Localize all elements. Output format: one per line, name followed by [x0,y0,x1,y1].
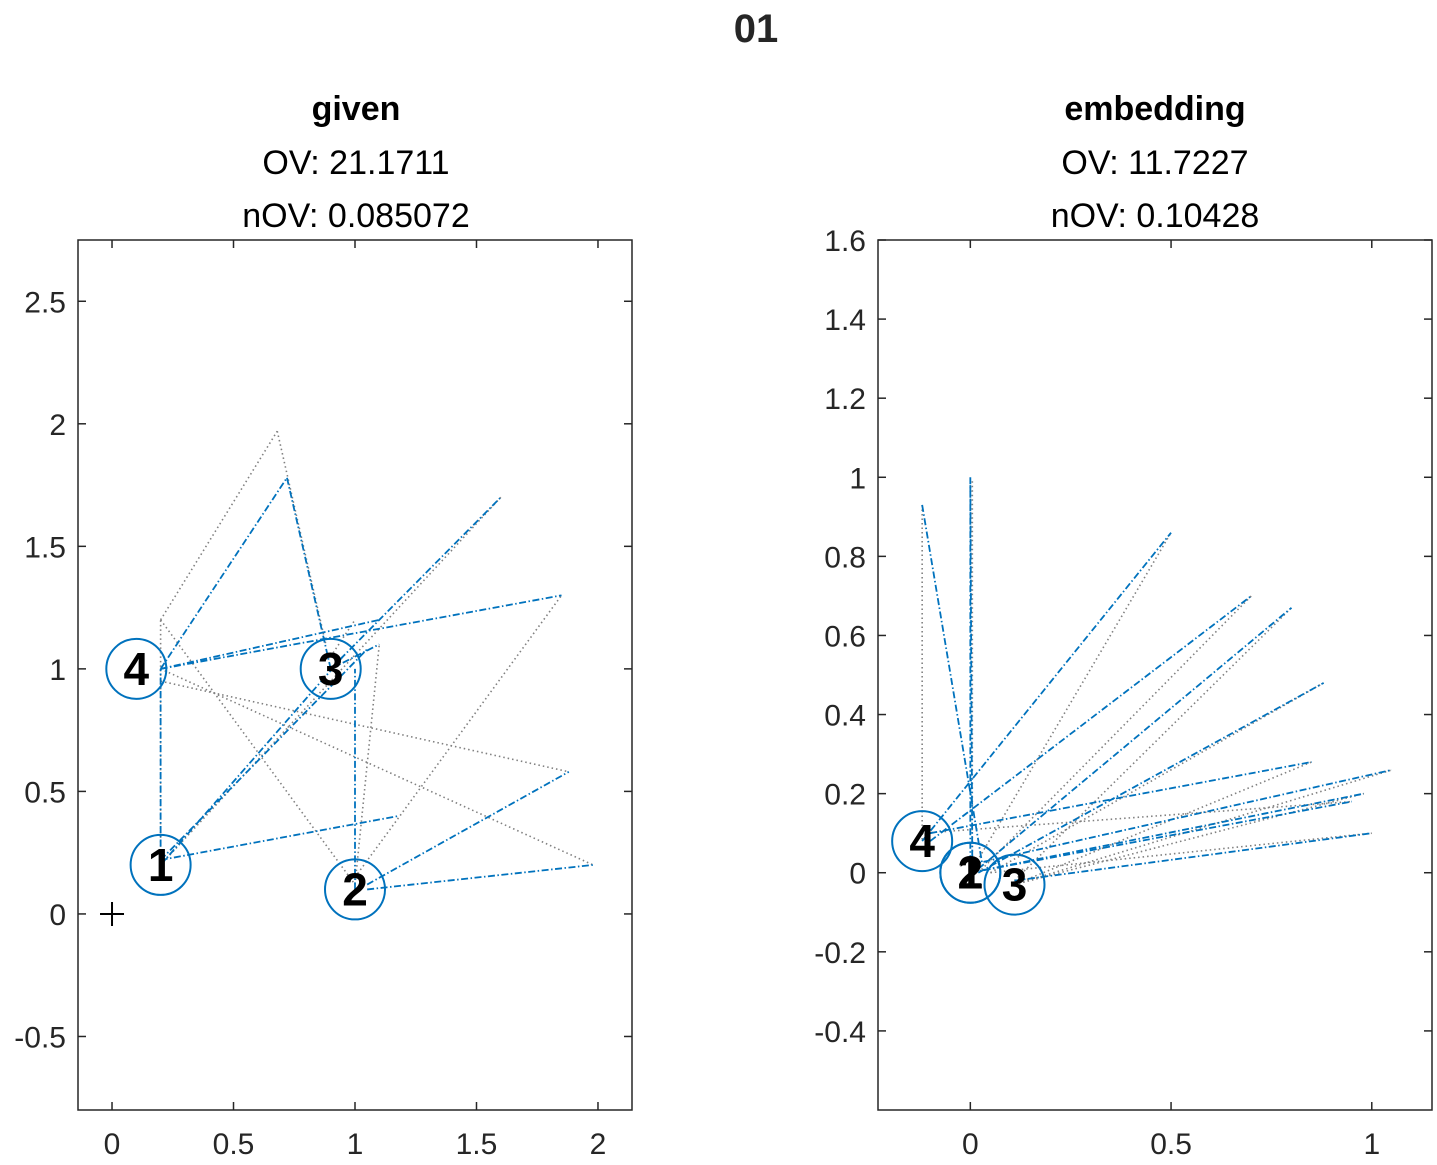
y-axis-ticks: -0.5 0 0.5 1 1.5 2 2.5 [14,286,632,1054]
y-tick-label: 1.4 [824,304,866,337]
axes-box [877,239,1433,1111]
dashed-edge [969,485,974,873]
x-tick-label: 1 [1363,1128,1380,1161]
node-circle [324,858,386,921]
plus-marker [100,901,125,926]
dotted-edge [969,532,1172,874]
dashed-edge [160,594,562,670]
nodes: 1 2 3 4 [105,637,386,921]
dotted-edge [354,594,563,878]
node-label: 3 [1002,859,1028,911]
x-tick-label: 2 [590,1128,607,1161]
panel-nov: nOV: 0.10428 [1051,197,1260,235]
dotted-edge [159,430,278,621]
dotted-edge [160,668,594,866]
dotted-edge [990,682,1325,874]
x-axis-ticks: 0 0.5 1 1.5 2 [104,240,607,1161]
dashed-edge [330,496,502,670]
dotted-edge [276,430,327,645]
y-tick-label: 0 [49,899,66,932]
node-label: 3 [318,643,344,695]
node-circle [891,810,954,873]
panel-nov: nOV: 0.085072 [242,197,469,235]
node-label: 4 [909,815,935,867]
dashed-edge [921,532,1172,842]
dotted-edge [1014,792,1364,886]
dashed-edge [1014,832,1372,882]
node-label: 2 [958,847,984,899]
edges [159,430,594,891]
figure-title: 01 [734,7,779,51]
y-tick-label: 1 [849,462,866,495]
x-axis-ticks: 0 0.5 1 [962,240,1380,1161]
panel-ov: OV: 11.7227 [1061,144,1248,182]
x-tick-label: 0.5 [213,1128,255,1161]
node-circle [983,853,1046,916]
y-tick-label: 1.5 [24,531,66,564]
edges [921,477,1393,886]
dashed-edge [970,769,1393,866]
dotted-edge [1014,769,1393,886]
node-label: 4 [124,643,150,695]
node-label: 2 [342,863,368,915]
y-axis-ticks: -0.4 -0.2 0 0.2 0.4 0.6 0.8 1 1.2 1.4 1.6 [814,225,1432,1049]
dotted-edge [922,800,1352,834]
y-tick-label: 0.2 [824,779,866,812]
dashed-edge [929,595,1252,842]
dotted-edge [160,680,569,773]
dotted-edge [990,832,1372,874]
dashed-edge [160,815,399,861]
x-tick-label: 1 [347,1128,364,1161]
y-tick-label: -0.2 [814,937,866,970]
dashed-edge [286,477,332,670]
node-circle [129,833,192,896]
node-circle [105,637,168,700]
dotted-edge [1013,607,1293,882]
panel-embedding: embedding OV: 11.7227 nOV: 0.10428 12 34 … [814,90,1433,1161]
y-tick-label: 2.5 [24,286,66,319]
y-tick-label: 0.8 [824,541,866,574]
dashed-edge [930,761,1312,835]
y-tick-label: 0.6 [824,620,866,653]
y-tick-label: -0.4 [814,1016,866,1049]
dashed-edge [977,682,1325,874]
node-label: 1 [958,847,984,899]
dashed-edge [921,504,984,865]
y-tick-label: 0 [849,858,866,891]
x-tick-label: 1.5 [456,1128,498,1161]
panel-ov: OV: 21.1711 [262,144,449,182]
dashed-edge [160,618,380,670]
y-tick-label: 1.6 [824,225,866,258]
dashed-edge [367,864,594,891]
node-circle [939,841,1002,904]
y-tick-label: 0.5 [24,776,66,809]
dashed-edge [330,643,380,670]
dashed-edge [977,607,1293,870]
panel-title: embedding [1064,90,1245,128]
panel-title: given [312,90,401,128]
dotted-edge [977,595,1252,874]
x-tick-label: 0.5 [1150,1128,1192,1161]
y-tick-label: 1 [49,654,66,687]
panel-given: given OV: 21.1711 nOV: 0.085072 1 2 3 4 0 0.… [14,90,633,1161]
y-tick-label: -0.5 [14,1021,66,1054]
y-tick-label: 2 [49,409,66,442]
dashed-edge [970,800,1352,874]
node-label: 1 [148,839,174,891]
origin-marker [100,901,125,926]
dashed-edge [970,792,1364,874]
node-circle [299,637,362,700]
dashed-edge [159,477,288,670]
x-tick-label: 0 [962,1128,979,1161]
dashed-edge [366,771,570,886]
dashed-edge [159,648,368,861]
dotted-edge [159,619,356,886]
x-tick-label: 0 [104,1128,121,1161]
y-tick-label: 0.4 [824,700,866,733]
y-tick-label: 1.2 [824,383,866,416]
